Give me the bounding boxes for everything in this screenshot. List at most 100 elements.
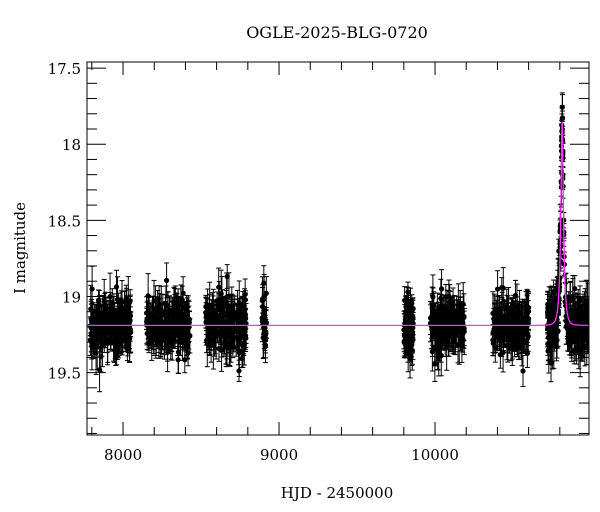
data-point [180, 290, 186, 296]
data-point [508, 315, 514, 321]
data-point [259, 303, 266, 310]
chart-title: OGLE-2025-BLG-0720 [246, 23, 428, 42]
data-point [106, 328, 113, 334]
data-point [147, 316, 153, 323]
data-point [233, 334, 239, 340]
data-layer [87, 92, 589, 393]
data-point [203, 318, 209, 324]
data-point [262, 320, 268, 327]
data-point [126, 336, 133, 342]
data-point [452, 331, 458, 337]
data-point [239, 306, 245, 313]
data-point [169, 337, 175, 343]
data-point [185, 349, 191, 356]
data-point [235, 317, 241, 324]
data-point [102, 329, 108, 335]
data-point [562, 299, 568, 305]
data-point [207, 303, 213, 309]
data-point [568, 325, 575, 332]
data-point [218, 291, 224, 297]
data-point [154, 333, 160, 339]
data-point [93, 318, 99, 325]
data-point [114, 347, 120, 353]
data-point [163, 277, 170, 284]
data-point [224, 294, 230, 300]
data-point [504, 337, 510, 343]
data-point [563, 324, 570, 330]
data-point [585, 328, 589, 334]
data-point [88, 316, 94, 322]
data-point [224, 343, 230, 349]
data-point [177, 331, 183, 337]
data-point [124, 345, 130, 352]
data-point [162, 301, 169, 307]
data-point [204, 337, 210, 344]
data-point [548, 313, 554, 319]
data-point [111, 317, 117, 323]
data-point [119, 298, 125, 304]
data-point [523, 325, 530, 331]
data-point [95, 297, 102, 304]
data-point [117, 340, 123, 346]
data-point [114, 296, 121, 303]
data-point [511, 310, 518, 317]
data-point [236, 368, 242, 374]
data-point [158, 332, 164, 338]
data-point [439, 326, 445, 332]
data-point [125, 313, 131, 320]
data-point [222, 330, 229, 337]
data-point [427, 315, 434, 321]
data-point [216, 284, 222, 290]
data-point [229, 329, 236, 335]
data-point [515, 316, 522, 322]
data-point [209, 319, 215, 325]
data-point [500, 285, 506, 291]
data-point [263, 290, 269, 296]
data-point [98, 354, 104, 360]
data-point [501, 315, 507, 321]
data-point [435, 316, 441, 322]
data-point [451, 315, 457, 321]
data-point [144, 330, 150, 337]
data-point [93, 350, 99, 356]
data-point [406, 329, 412, 335]
data-point [405, 289, 411, 295]
data-point [496, 331, 502, 337]
data-point [242, 291, 248, 298]
data-point [582, 345, 588, 351]
data-point [578, 335, 584, 341]
data-point [98, 312, 105, 319]
data-point [451, 337, 457, 343]
data-point [572, 286, 578, 292]
data-point [497, 311, 504, 317]
data-point [113, 284, 120, 290]
data-point [181, 314, 188, 320]
data-point [99, 326, 105, 332]
data-point [497, 352, 503, 358]
data-point [239, 355, 245, 362]
data-point [438, 286, 445, 292]
data-point [214, 298, 220, 304]
data-point [520, 368, 526, 374]
data-point [96, 367, 103, 373]
data-point [525, 308, 532, 314]
data-point [171, 315, 177, 322]
data-point [224, 273, 230, 280]
data-point [103, 308, 109, 314]
data-point [445, 332, 451, 338]
plot-area [87, 92, 589, 393]
data-point [510, 326, 516, 333]
data-point [504, 304, 510, 310]
data-point [227, 317, 233, 323]
data-point [118, 315, 124, 322]
data-point [241, 327, 247, 333]
data-point [94, 312, 101, 318]
data-point [410, 315, 416, 321]
data-point [494, 286, 501, 292]
data-point [492, 318, 498, 324]
data-point [175, 310, 182, 316]
data-point [455, 342, 461, 348]
data-point [167, 330, 173, 336]
data-point [430, 334, 436, 340]
